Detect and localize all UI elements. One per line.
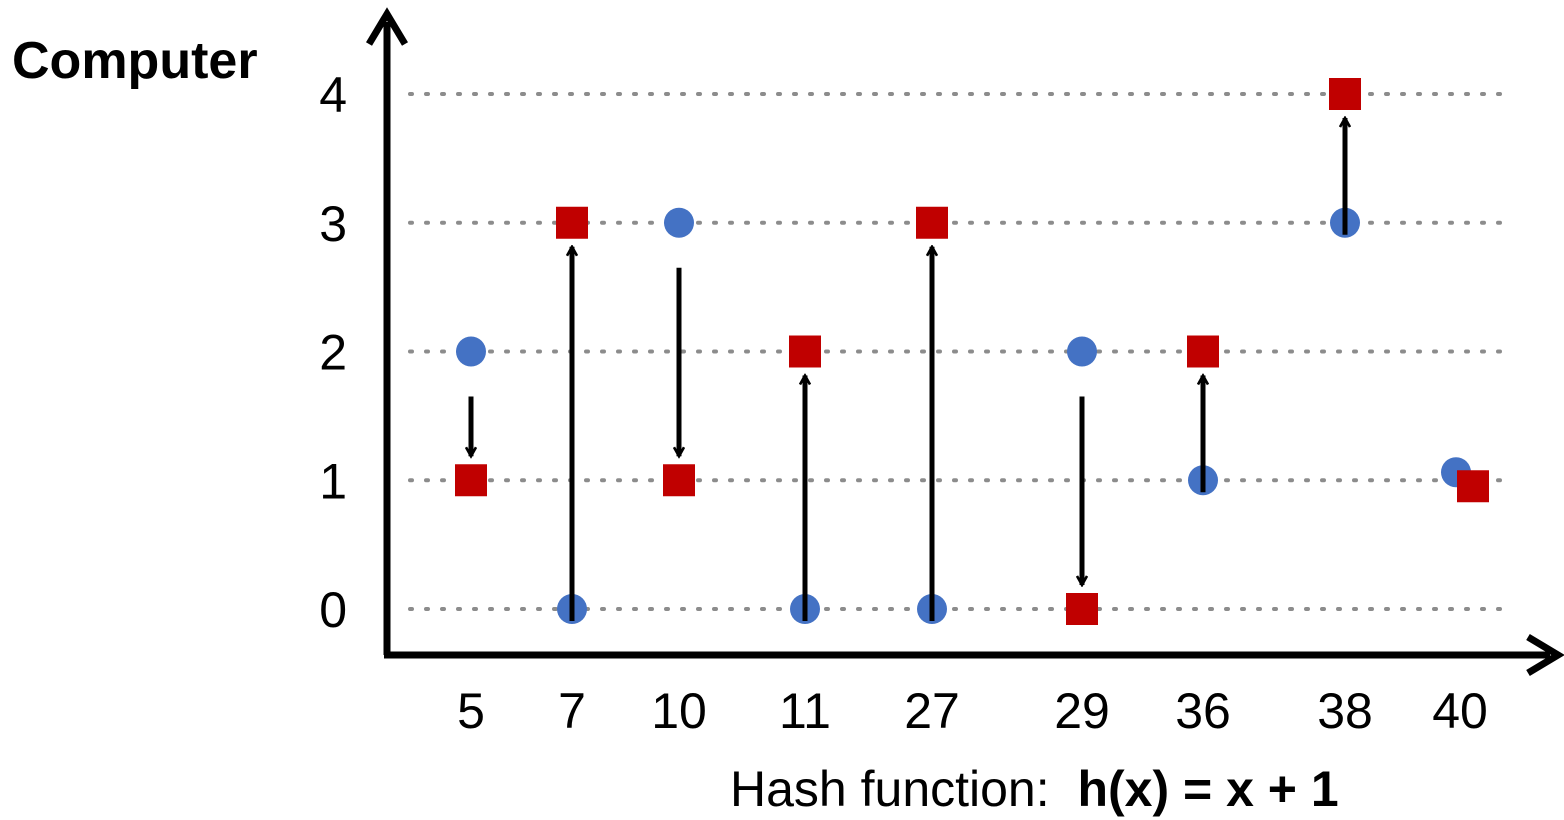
square-point — [1066, 593, 1098, 625]
y-tick-label: 0 — [319, 582, 347, 638]
y-axis-arrow — [365, 7, 409, 46]
grid-lines — [408, 92, 1507, 611]
square-point — [916, 206, 948, 239]
data-marks — [455, 78, 1489, 625]
x-tick-label: 27 — [904, 683, 960, 739]
square-point — [1329, 78, 1361, 110]
x-axis-caption: Hash function: h(x) = x + 1 — [730, 760, 1339, 818]
y-tick-label: 4 — [319, 67, 347, 123]
x-tick-label: 29 — [1054, 683, 1110, 739]
x-axis-arrow — [1526, 633, 1564, 677]
x-tick-label: 36 — [1175, 683, 1231, 739]
hash-function-formula: h(x) = x + 1 — [1077, 761, 1339, 817]
axes — [365, 7, 1564, 677]
square-point — [789, 335, 821, 368]
hash-function-label: Hash function: — [730, 761, 1050, 817]
x-tick-label: 10 — [651, 683, 707, 739]
square-point — [556, 206, 588, 239]
square-point — [1457, 470, 1489, 503]
circle-point — [456, 336, 486, 367]
x-tick-label: 5 — [457, 683, 485, 739]
square-point — [663, 464, 695, 497]
y-tick-label: 1 — [319, 453, 347, 509]
hash-arrows — [471, 118, 1345, 621]
x-tick-labels: 5 7 10 11 27 29 36 38 40 — [457, 683, 1488, 739]
circle-point — [1067, 336, 1097, 367]
x-tick-label: 7 — [558, 683, 586, 739]
y-axis-label: Computer — [12, 32, 258, 90]
circle-point — [664, 207, 694, 238]
y-tick-label: 2 — [319, 325, 347, 381]
x-tick-label: 11 — [779, 683, 831, 739]
y-tick-label: 3 — [319, 196, 347, 252]
square-point — [1187, 335, 1219, 368]
y-tick-labels: 0 1 2 3 4 — [319, 67, 347, 638]
square-point — [455, 464, 487, 497]
x-tick-label: 40 — [1432, 683, 1488, 739]
x-tick-label: 38 — [1317, 683, 1373, 739]
